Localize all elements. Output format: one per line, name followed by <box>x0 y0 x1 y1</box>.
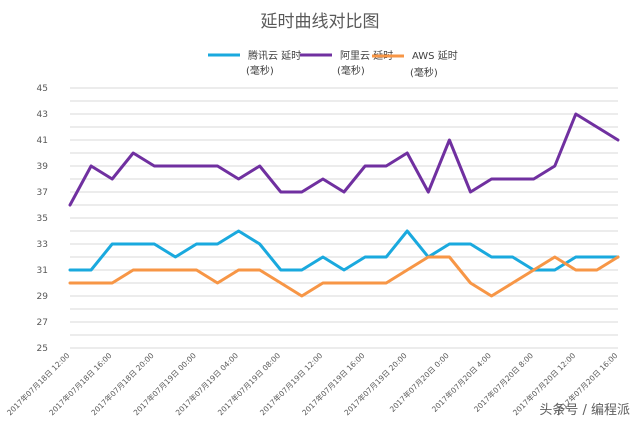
y-tick-label: 33 <box>37 240 48 250</box>
gridlines <box>70 87 618 349</box>
y-tick-label: 39 <box>37 162 49 172</box>
y-tick-label: 37 <box>37 188 48 198</box>
chart-title: 延时曲线对比图 <box>261 12 380 32</box>
watermark: 头条号 / 编程派 <box>539 402 630 418</box>
series-line-2 <box>68 255 620 298</box>
legend-label-tencent: 腾讯云 延时 <box>248 49 301 62</box>
legend-unit-aws: (毫秒) <box>410 66 438 79</box>
series-line-0 <box>68 229 620 272</box>
legend-label-aws: AWS 延时 <box>412 50 458 62</box>
y-tick-label: 35 <box>37 214 48 224</box>
y-tick-label: 43 <box>37 110 48 120</box>
legend: 腾讯云 延时 (毫秒) 阿里云 延时 (毫秒) AWS 延时 (毫秒) <box>208 49 458 79</box>
legend-item-aliyun: 阿里云 延时 (毫秒) <box>300 50 393 77</box>
legend-unit-aliyun: (毫秒) <box>337 64 365 77</box>
y-tick-label: 31 <box>37 266 48 276</box>
y-tick-label: 41 <box>37 136 48 146</box>
y-tick-label: 27 <box>37 318 48 328</box>
y-axis-ticks: 25 27 29 31 33 35 37 39 41 43 45 <box>37 84 49 354</box>
y-tick-label: 45 <box>37 84 48 94</box>
legend-label-aliyun: 阿里云 延时 <box>340 50 393 62</box>
y-tick-label: 25 <box>37 344 48 354</box>
y-tick-label: 29 <box>37 292 49 302</box>
series-lines <box>68 112 620 298</box>
legend-item-aws: AWS 延时 (毫秒) <box>372 50 458 79</box>
legend-item-tencent: 腾讯云 延时 (毫秒) <box>208 49 301 77</box>
series-line-1 <box>68 112 620 207</box>
legend-unit-tencent: (毫秒) <box>246 64 274 77</box>
